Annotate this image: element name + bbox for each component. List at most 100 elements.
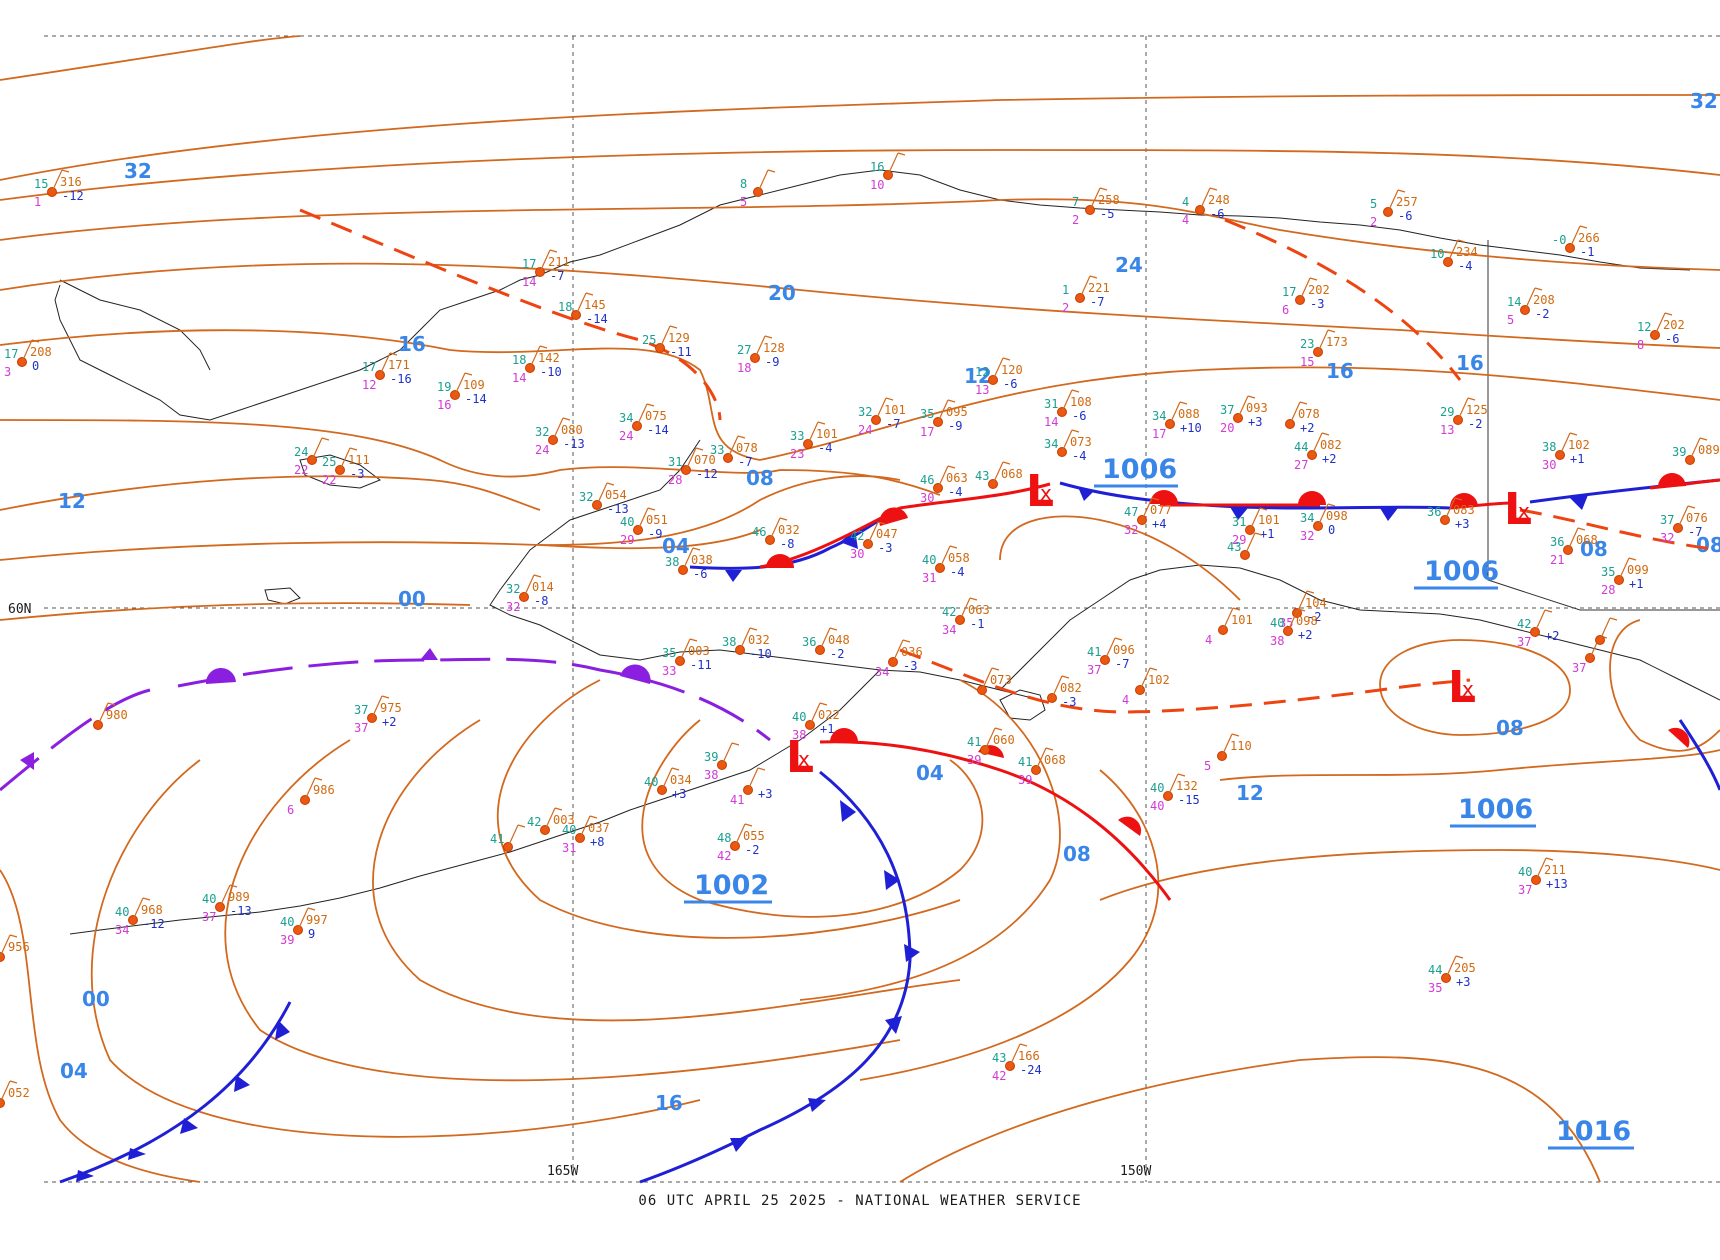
warm-front — [899, 482, 1051, 510]
station-dewpoint: 5 — [1204, 759, 1211, 773]
isobar-1020-south — [899, 1056, 1601, 1183]
wind-barb-icon — [1599, 617, 1611, 641]
station-pressure: 101 — [1231, 613, 1253, 627]
wind-barb-flag-icon — [1699, 437, 1708, 441]
map-caption: 06 UTC APRIL 25 2025 - NATIONAL WEATHER … — [638, 1193, 1082, 1209]
station-dewpoint: 4 — [1182, 213, 1189, 227]
station-plot: 23 173 15 — [1300, 329, 1348, 369]
station-pressure: 075 — [645, 409, 667, 423]
isobar-1012a — [0, 419, 941, 496]
high-pressure-label: 1016 — [1556, 1116, 1631, 1147]
wind-barb-flag-icon — [1664, 312, 1673, 316]
cold-barb — [275, 1020, 290, 1040]
station-pressure-tendency: -6 — [1072, 409, 1086, 423]
station-plot: 12 120 13 -6 — [975, 357, 1023, 397]
station-pressure: 173 — [1326, 335, 1348, 349]
wind-barb-flag-icon — [1247, 395, 1256, 399]
wind-barb-icon — [132, 897, 144, 921]
station-plot: 31 108 14 -6 — [1044, 389, 1092, 429]
station-dewpoint: 37 — [1087, 663, 1101, 677]
station-plot: 36 068 21 — [1550, 527, 1598, 567]
wind-barb-icon — [1051, 675, 1063, 699]
station-temperature: -0 — [1552, 233, 1566, 247]
station-dewpoint: 39 — [280, 933, 294, 947]
wind-barb-flag-icon — [817, 421, 826, 425]
wind-barb-icon — [1287, 608, 1299, 632]
station-temperature: 42 — [1517, 617, 1531, 631]
low-symbol: L — [1448, 662, 1476, 713]
station-temperature: 12 — [1637, 320, 1651, 334]
station-temperature: 33 — [710, 443, 724, 457]
station-temperature: 37 — [1660, 513, 1674, 527]
station-pressure: 104 — [1305, 596, 1327, 610]
station-marker-icon — [0, 1098, 5, 1108]
low-center-east: L x 1006 — [1414, 484, 1532, 590]
station-pressure-tendency: -2 — [1307, 610, 1321, 624]
station-pressure: 089 — [1698, 443, 1720, 457]
wind-barb-flag-icon — [1177, 773, 1186, 777]
low-center-aleutian: L x 1002 — [684, 732, 814, 904]
wind-barb-flag-icon — [731, 742, 740, 746]
station-plot: 85 — [740, 169, 776, 209]
station-pressure: 093 — [1246, 401, 1268, 415]
wind-barb-flag-icon — [1114, 637, 1123, 641]
isobar-1016-south — [1099, 849, 1720, 901]
wind-barb-icon — [544, 807, 556, 831]
station-dewpoint: 18 — [737, 361, 751, 375]
isobar-low-ring-gulf — [1379, 639, 1571, 736]
wind-barb-icon — [661, 767, 673, 791]
station-temperature: 38 — [722, 635, 736, 649]
station-plot: 44 205 35 +3 — [1428, 955, 1476, 995]
station-pressure: 989 — [228, 890, 250, 904]
station-temperature: 40 — [620, 515, 634, 529]
station-pressure: 102 — [1568, 438, 1590, 452]
wind-barb-icon — [1141, 497, 1153, 521]
wind-barb-flag-icon — [1306, 590, 1315, 594]
station-pressure-tendency: -12 — [143, 917, 165, 931]
wind-barb-flag-icon — [307, 907, 316, 911]
low-pressure-label: 1006 — [1458, 794, 1533, 825]
station-pressure: 076 — [1686, 511, 1708, 525]
station-pressure-tendency: 9 — [308, 927, 315, 941]
station-plot: 40 968 34 -12 — [115, 897, 165, 937]
station-temperature: 40 — [280, 915, 294, 929]
wind-barb-icon — [1457, 397, 1469, 421]
wind-barb-icon — [939, 545, 951, 569]
wind-barb-flag-icon — [689, 638, 698, 642]
station-temperature: 34 — [619, 411, 633, 425]
wind-barb-icon — [1559, 432, 1571, 456]
station-dewpoint: 32 — [1300, 529, 1314, 543]
station-dewpoint: 28 — [1601, 583, 1615, 597]
wind-barb-flag-icon — [517, 824, 526, 828]
station-dewpoint: 15 — [1300, 355, 1314, 369]
station-plot: 15 316 1 -12 — [34, 169, 84, 209]
isobar-ring-7 — [799, 679, 1061, 1001]
station-temperature: 39 — [704, 750, 718, 764]
station-plot: 25 129-11 — [642, 325, 692, 359]
wind-barb-icon — [371, 695, 383, 719]
station-pressure: 266 — [1578, 231, 1600, 245]
station-pressure-tendency: -13 — [563, 437, 585, 451]
station-plot: 43 068 — [975, 461, 1023, 489]
low-symbol: L — [1504, 484, 1532, 535]
station-pressure-tendency: -4 — [950, 565, 964, 579]
wind-barb-icon — [1079, 275, 1091, 299]
station-pressure: 120 — [1001, 363, 1023, 377]
station-pressure: 032 — [778, 523, 800, 537]
wind-barb-flag-icon — [1687, 505, 1696, 509]
station-pressure-tendency: -4 — [948, 485, 962, 499]
station-plot: 29 125 13 -2 — [1440, 397, 1488, 437]
cold-front — [1059, 481, 1451, 510]
wind-barb-flag-icon — [606, 482, 615, 486]
cold-barb — [840, 800, 856, 822]
station-dewpoint: 29 — [1232, 533, 1246, 547]
warm-bump — [830, 728, 858, 742]
station-dewpoint: 6 — [1282, 303, 1289, 317]
wind-barb-flag-icon — [829, 627, 838, 631]
station-dewpoint: 17 — [1152, 427, 1166, 441]
wind-barb-flag-icon — [885, 397, 894, 401]
station-temperature: 5 — [1370, 197, 1377, 211]
station-pressure: 208 — [30, 345, 52, 359]
lon-label-150w: 150W — [1120, 1164, 1151, 1179]
